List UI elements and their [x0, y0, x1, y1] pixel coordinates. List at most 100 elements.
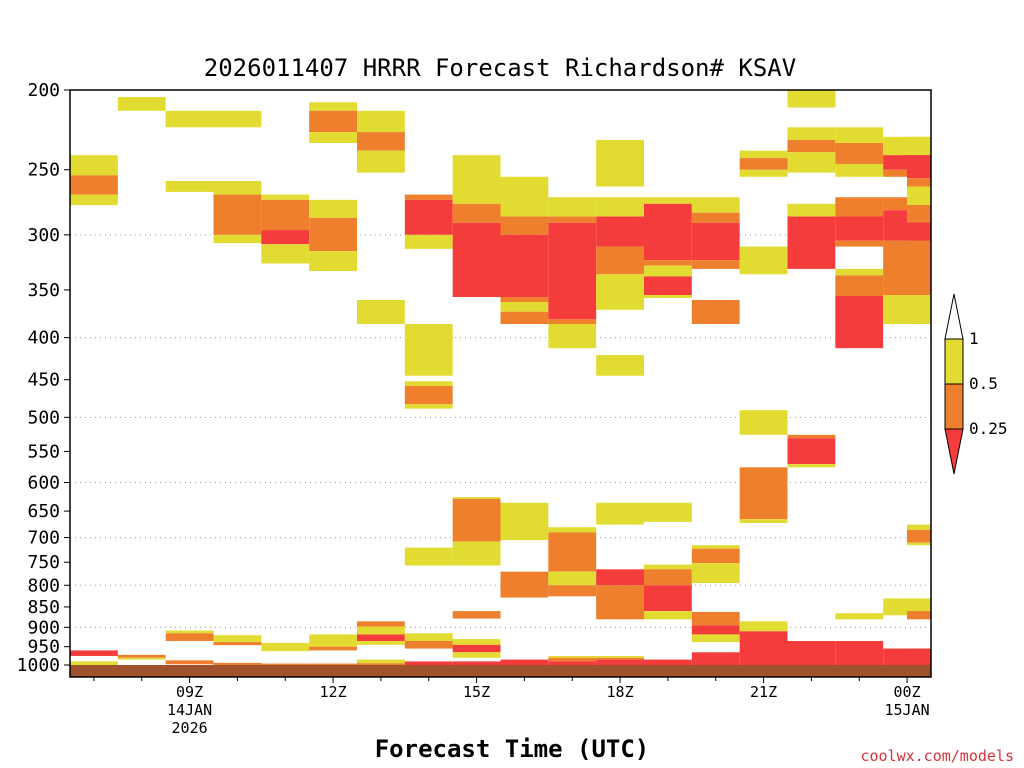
heatmap-cell — [500, 176, 549, 217]
heatmap-cell — [452, 222, 501, 298]
heatmap-cell — [500, 301, 549, 312]
heatmap-cell — [500, 216, 549, 235]
y-tick-label: 950 — [27, 637, 60, 658]
heatmap-cell — [835, 613, 884, 620]
heatmap-cell — [691, 545, 740, 549]
heatmap-cell — [70, 650, 118, 656]
credit-text: coolwx.com/models — [860, 747, 1014, 765]
heatmap-cell — [596, 585, 644, 620]
heatmap-cell — [739, 150, 788, 159]
heatmap-cell — [787, 438, 836, 465]
heatmap-cell — [835, 640, 884, 666]
heatmap-cell — [548, 319, 597, 324]
heatmap-cell — [261, 244, 310, 264]
heatmap-cell — [357, 626, 405, 635]
heatmap-cell — [309, 217, 357, 252]
heatmap-cell — [548, 216, 597, 223]
heatmap-cell — [548, 655, 597, 658]
chart-title: 2026011407 HRRR Forecast Richardson# KSA… — [204, 54, 796, 82]
heatmap-cell — [835, 127, 884, 144]
heatmap-cell — [357, 634, 405, 641]
heatmap-cell — [452, 155, 501, 204]
heatmap-cell — [907, 178, 931, 187]
heatmap-cell — [548, 222, 597, 320]
heatmap-cell — [165, 633, 214, 641]
legend-bottom-arrow — [944, 428, 964, 475]
heatmap-cell — [117, 654, 166, 658]
heatmap-cell — [165, 660, 214, 665]
heatmap-cell — [883, 598, 931, 616]
heatmap-cell — [548, 323, 597, 349]
heatmap-cell — [548, 197, 597, 217]
heatmap-cell — [500, 571, 549, 598]
heatmap-cell — [739, 621, 788, 632]
heatmap-cell — [907, 136, 931, 156]
heatmap-cell — [261, 663, 310, 666]
heatmap-cell — [357, 621, 405, 627]
heatmap-cell — [357, 150, 405, 173]
heatmap-cell — [907, 205, 931, 223]
y-tick-label: 250 — [27, 160, 60, 181]
y-tick-label: 800 — [27, 575, 60, 596]
x-tick-label: 21Z — [750, 683, 777, 701]
heatmap-cell — [835, 275, 884, 297]
heatmap-cell — [596, 197, 644, 217]
y-tick-label: 400 — [27, 328, 60, 349]
heatmap-cell — [309, 634, 357, 647]
x-tick-label: 00Z — [894, 683, 921, 701]
ground — [70, 665, 931, 677]
heatmap-cell — [644, 585, 692, 612]
heatmap-cell — [117, 657, 166, 660]
heatmap-cell — [691, 625, 740, 635]
heatmap-cell — [596, 139, 644, 187]
y-axis: 200 250 300 350 400 450 500 550 600 650 700 7508008… — [17, 80, 70, 676]
heatmap-cell — [644, 276, 692, 296]
y-tick-label: 700 — [27, 528, 60, 549]
heatmap-cell — [165, 630, 214, 634]
heatmap-cell — [691, 212, 740, 223]
heatmap-cell — [309, 199, 357, 218]
heatmap-cell — [596, 502, 644, 525]
heatmap-cell — [261, 642, 310, 652]
heatmap-cell — [787, 203, 836, 217]
heatmap-cell — [452, 652, 501, 658]
heatmap-cell — [787, 152, 836, 173]
heatmap-cell — [907, 648, 931, 666]
heatmap-cell — [404, 404, 453, 409]
y-tick-label: 750 — [27, 552, 60, 573]
heatmap-cell — [213, 110, 262, 128]
x-tick-label: 15JAN — [885, 701, 930, 719]
heatmap-cell — [357, 132, 405, 151]
heatmap-cell — [548, 571, 597, 586]
heatmap-cell — [835, 163, 884, 177]
heatmap-cell — [213, 194, 262, 235]
heatmap-cell — [404, 386, 453, 405]
heatmap-cell — [596, 659, 644, 666]
heatmap-cell — [596, 216, 644, 247]
heatmap-cell — [907, 611, 931, 620]
heatmap-cell — [739, 467, 788, 520]
heatmap-cell — [309, 251, 357, 272]
heatmap-cell — [907, 542, 931, 546]
heatmap-cell — [548, 585, 597, 597]
heatmap-cell — [165, 110, 214, 128]
y-tick-label: 350 — [27, 280, 60, 301]
legend-label: 0.5 — [969, 374, 998, 393]
heatmap-cell — [739, 410, 788, 435]
y-tick-label: 600 — [27, 472, 60, 493]
heatmap-cell — [357, 299, 405, 324]
x-tick-label: 18Z — [607, 683, 634, 701]
heatmap-cell — [213, 662, 262, 666]
heatmap-cell — [404, 234, 453, 249]
heatmap-cell — [500, 311, 549, 324]
heatmap-cell — [739, 169, 788, 177]
heatmap-cell — [213, 234, 262, 244]
heatmap-cell — [261, 194, 310, 200]
legend-top-arrow — [944, 293, 964, 340]
heatmap-cell — [644, 502, 692, 522]
heatmap-cell — [165, 180, 214, 192]
heatmap-cell — [644, 611, 692, 620]
heatmap-cell — [596, 246, 644, 275]
heatmap-cell — [835, 197, 884, 217]
heatmap-cell — [548, 527, 597, 533]
